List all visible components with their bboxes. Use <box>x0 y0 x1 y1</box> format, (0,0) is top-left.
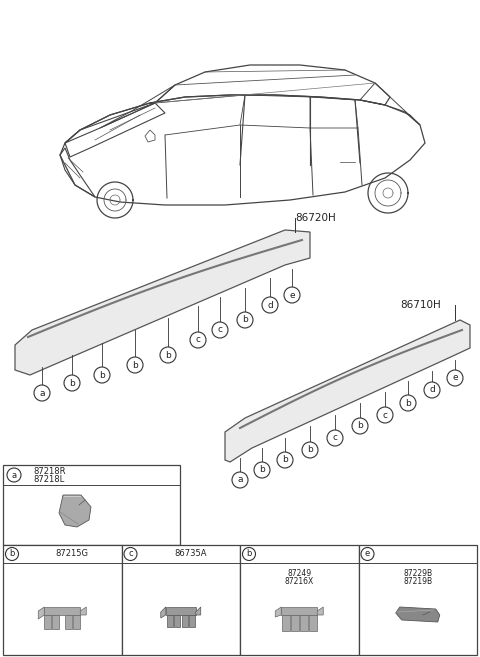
FancyBboxPatch shape <box>52 615 59 629</box>
Circle shape <box>94 367 110 383</box>
FancyBboxPatch shape <box>309 615 317 631</box>
FancyBboxPatch shape <box>281 607 317 615</box>
Text: a: a <box>39 388 45 397</box>
Text: b: b <box>9 549 15 558</box>
FancyBboxPatch shape <box>65 615 72 629</box>
Text: e: e <box>365 549 370 558</box>
Text: b: b <box>99 371 105 380</box>
Polygon shape <box>396 607 440 622</box>
Text: b: b <box>259 466 265 474</box>
Circle shape <box>424 382 440 398</box>
Circle shape <box>242 547 255 560</box>
FancyBboxPatch shape <box>291 615 299 631</box>
Circle shape <box>160 347 176 363</box>
FancyBboxPatch shape <box>121 545 240 655</box>
FancyBboxPatch shape <box>182 615 188 627</box>
FancyBboxPatch shape <box>166 607 196 615</box>
Circle shape <box>7 468 21 482</box>
Text: 86720H: 86720H <box>295 213 336 223</box>
Text: c: c <box>128 549 133 558</box>
Text: 87219B: 87219B <box>403 576 432 585</box>
Polygon shape <box>317 607 323 615</box>
Circle shape <box>352 418 368 434</box>
Polygon shape <box>225 320 470 462</box>
Text: c: c <box>195 336 201 344</box>
Text: e: e <box>452 373 458 382</box>
FancyBboxPatch shape <box>3 545 121 655</box>
Text: c: c <box>383 411 387 420</box>
Circle shape <box>64 375 80 391</box>
Circle shape <box>302 442 318 458</box>
Text: b: b <box>246 549 252 558</box>
Text: 87218L: 87218L <box>33 474 64 484</box>
Circle shape <box>400 395 416 411</box>
FancyBboxPatch shape <box>167 615 173 627</box>
Circle shape <box>124 547 137 560</box>
Circle shape <box>327 430 343 446</box>
Polygon shape <box>80 607 86 615</box>
Polygon shape <box>161 607 166 618</box>
Text: 87215G: 87215G <box>56 549 89 558</box>
Circle shape <box>361 547 374 560</box>
Circle shape <box>5 547 19 560</box>
Circle shape <box>447 370 463 386</box>
Text: 86710H: 86710H <box>400 300 441 310</box>
Text: 86735A: 86735A <box>175 549 207 558</box>
Circle shape <box>377 407 393 423</box>
FancyBboxPatch shape <box>282 615 290 631</box>
FancyBboxPatch shape <box>300 615 308 631</box>
Text: c: c <box>333 434 337 443</box>
FancyBboxPatch shape <box>73 615 80 629</box>
Text: a: a <box>237 476 243 484</box>
FancyBboxPatch shape <box>44 607 80 615</box>
Circle shape <box>262 297 278 313</box>
FancyBboxPatch shape <box>174 615 180 627</box>
Text: b: b <box>132 361 138 369</box>
Polygon shape <box>275 607 281 617</box>
Polygon shape <box>38 607 44 619</box>
Polygon shape <box>59 495 91 527</box>
FancyBboxPatch shape <box>240 545 359 655</box>
Text: b: b <box>282 455 288 464</box>
Text: a: a <box>12 470 17 480</box>
FancyBboxPatch shape <box>44 615 51 629</box>
Circle shape <box>254 462 270 478</box>
Text: e: e <box>289 290 295 300</box>
Text: 87216X: 87216X <box>285 576 314 585</box>
Text: b: b <box>69 378 75 388</box>
Text: b: b <box>242 315 248 325</box>
Text: 87218R: 87218R <box>33 466 65 476</box>
Text: b: b <box>357 422 363 430</box>
FancyBboxPatch shape <box>3 465 180 545</box>
Circle shape <box>127 357 143 373</box>
Circle shape <box>277 452 293 468</box>
Polygon shape <box>15 230 310 375</box>
FancyBboxPatch shape <box>189 615 195 627</box>
Circle shape <box>212 322 228 338</box>
Text: b: b <box>307 445 313 455</box>
Text: b: b <box>405 399 411 407</box>
Circle shape <box>34 385 50 401</box>
Text: d: d <box>267 300 273 309</box>
Circle shape <box>190 332 206 348</box>
Text: c: c <box>217 325 223 334</box>
Text: 87249: 87249 <box>287 568 312 578</box>
Circle shape <box>232 472 248 488</box>
Text: 87229B: 87229B <box>403 568 432 578</box>
Text: d: d <box>429 386 435 394</box>
FancyBboxPatch shape <box>359 545 477 655</box>
Circle shape <box>237 312 253 328</box>
Circle shape <box>284 287 300 303</box>
Text: b: b <box>165 350 171 359</box>
Polygon shape <box>196 607 201 615</box>
